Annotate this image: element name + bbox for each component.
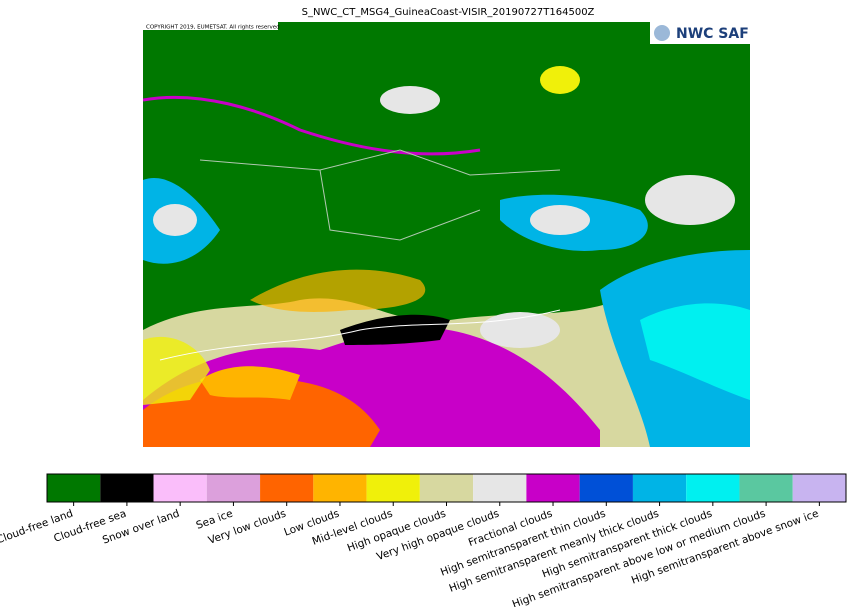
copyright: COPYRIGHT 2019, EUMETSAT. All rights res… xyxy=(146,25,280,31)
logo-icon xyxy=(654,25,670,41)
legend-swatch xyxy=(686,474,740,502)
legend-swatch xyxy=(526,474,580,502)
logo: NWC SAF xyxy=(676,26,749,42)
legend-swatch xyxy=(419,474,474,502)
legend-swatch xyxy=(206,474,261,502)
legend-swatch xyxy=(100,474,154,502)
legend-swatch xyxy=(473,474,527,502)
legend-swatch xyxy=(632,474,687,502)
legend-swatch xyxy=(366,474,420,502)
legend-frame xyxy=(46,473,847,503)
logo-box xyxy=(650,22,750,44)
legend-swatch xyxy=(792,474,846,502)
title: S_NWC_CT_MSG4_GuineaCoast-VISIR_20190727… xyxy=(302,7,595,18)
legend-swatch xyxy=(579,474,633,502)
legend-swatch xyxy=(47,474,101,502)
legend-swatch xyxy=(153,474,207,502)
legend-swatch xyxy=(260,474,314,502)
satellite-map xyxy=(143,22,750,447)
legend-swatch xyxy=(739,474,793,502)
legend-swatch xyxy=(313,474,367,502)
